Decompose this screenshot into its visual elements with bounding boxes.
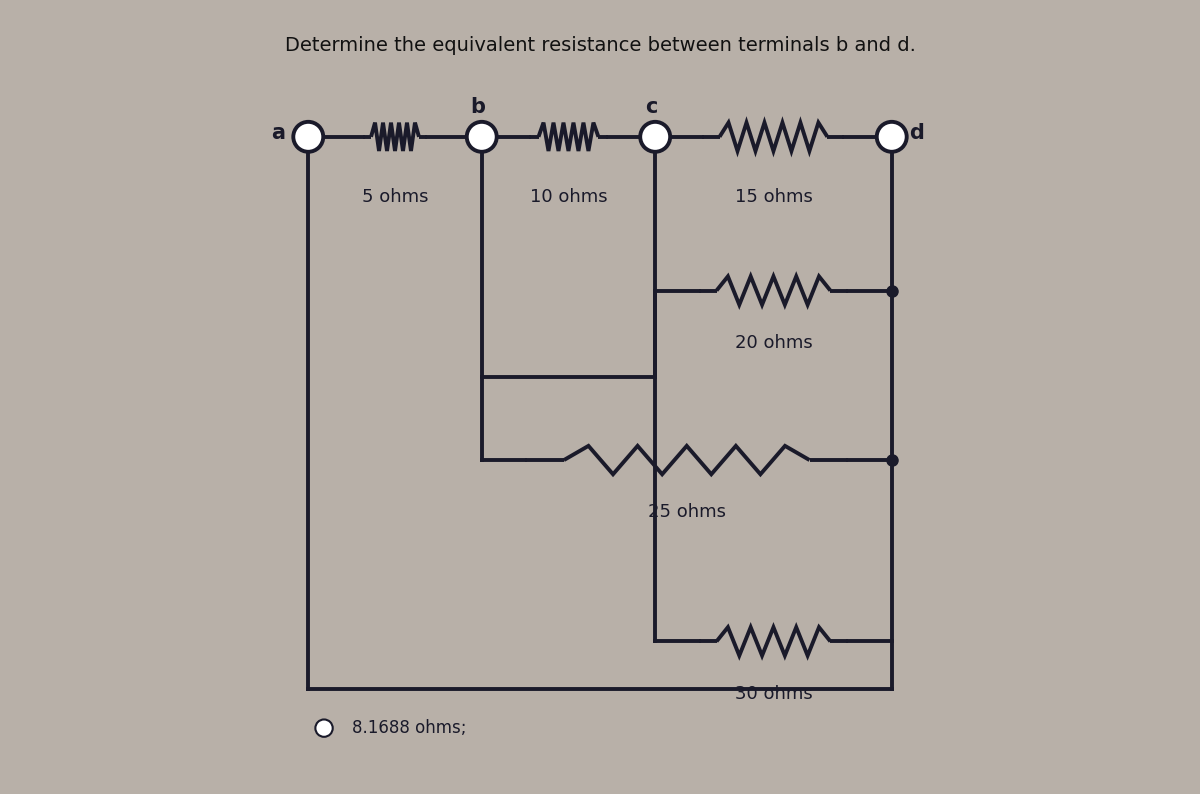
Text: 15 ohms: 15 ohms — [734, 188, 812, 206]
Circle shape — [641, 121, 670, 152]
Circle shape — [877, 121, 907, 152]
Text: 20 ohms: 20 ohms — [734, 334, 812, 352]
Text: a: a — [271, 123, 286, 143]
Text: Determine the equivalent resistance between terminals b and d.: Determine the equivalent resistance betw… — [284, 36, 916, 55]
Circle shape — [293, 121, 323, 152]
Text: 8.1688 ohms;: 8.1688 ohms; — [352, 719, 466, 737]
Text: 30 ohms: 30 ohms — [734, 684, 812, 703]
Text: d: d — [910, 123, 924, 143]
Text: 5 ohms: 5 ohms — [361, 188, 428, 206]
Text: 25 ohms: 25 ohms — [648, 503, 726, 522]
Text: c: c — [646, 97, 658, 117]
Circle shape — [316, 719, 332, 737]
Text: 10 ohms: 10 ohms — [529, 188, 607, 206]
Circle shape — [467, 121, 497, 152]
Text: b: b — [470, 97, 485, 117]
